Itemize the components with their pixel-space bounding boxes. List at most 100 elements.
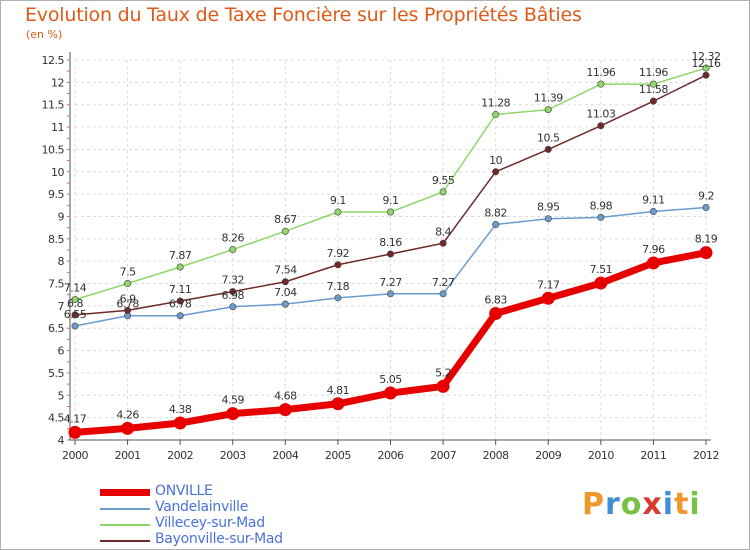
data-point — [281, 227, 289, 235]
data-label: 6.78 — [169, 298, 192, 311]
data-point — [702, 204, 710, 212]
y-tick-label: 7.5 — [48, 278, 64, 291]
y-tick-label: 5 — [58, 389, 65, 402]
chart-unit-label: (en %) — [26, 28, 63, 41]
data-point — [68, 425, 82, 439]
data-point — [702, 64, 710, 72]
data-point — [544, 145, 552, 153]
y-tick-label: 11.5 — [42, 99, 65, 112]
y-tick-label: 10.5 — [42, 143, 65, 156]
data-label: 4.59 — [222, 394, 245, 407]
data-point — [702, 71, 710, 79]
data-label: 4.17 — [64, 412, 87, 425]
data-label: 7.11 — [169, 283, 192, 296]
data-point — [176, 312, 184, 320]
x-tick-label: 2001 — [115, 449, 141, 462]
x-tick-label: 2010 — [588, 449, 614, 462]
y-tick-label: 8.5 — [48, 233, 64, 246]
data-point — [386, 290, 394, 298]
logo-letter: x — [642, 487, 663, 522]
data-point — [176, 297, 184, 305]
data-point — [71, 296, 79, 304]
data-label: 6.98 — [222, 289, 245, 302]
data-label: 8.4 — [435, 225, 451, 238]
data-point — [541, 291, 555, 305]
data-point — [229, 246, 237, 254]
data-point — [649, 97, 657, 105]
data-label: 7.54 — [274, 264, 297, 277]
legend-label-3: Bayonville-sur-Mad — [155, 531, 283, 547]
data-label: 7.18 — [327, 280, 350, 293]
data-label: 7.96 — [642, 243, 665, 256]
data-point — [334, 208, 342, 216]
legend-label-2: Villecey-sur-Mad — [155, 515, 265, 531]
x-tick-label: 2003 — [220, 449, 246, 462]
data-point — [544, 106, 552, 114]
legend-swatch-0 — [100, 489, 150, 496]
data-label: 7.92 — [327, 247, 350, 260]
x-tick-label: 2012 — [693, 449, 719, 462]
data-point — [121, 421, 135, 435]
chart-axes: 4 4.5 5 5.5 6 6.5 7 7.5 8 8.5 9 9.5 10 10.5 11 11.5 12 12… — [42, 52, 720, 462]
data-label: 7.5 — [120, 266, 136, 279]
y-tick-label: 12.5 — [42, 54, 65, 67]
legend-swatch-1 — [100, 508, 150, 510]
data-label: 4.26 — [116, 408, 139, 421]
data-label: 11.28 — [481, 97, 510, 110]
data-label: 7.51 — [590, 263, 613, 276]
data-point — [384, 386, 397, 400]
x-tick-label: 2000 — [62, 449, 88, 462]
x-tick-label: 2006 — [378, 449, 404, 462]
data-label: 8.98 — [590, 199, 613, 212]
data-label: 9.11 — [642, 194, 665, 207]
x-tick-label: 2004 — [272, 449, 298, 462]
data-label: 7.14 — [64, 282, 87, 295]
proxiti-logo: Proxiti — [582, 487, 701, 522]
data-label: 10 — [489, 154, 502, 167]
data-label: 6.55 — [64, 308, 87, 321]
data-point — [334, 294, 342, 302]
data-label: 8.82 — [484, 207, 507, 220]
data-label: 6.83 — [484, 293, 507, 306]
data-label: 7.04 — [274, 286, 297, 299]
data-point — [439, 239, 447, 247]
data-label: 7.32 — [222, 274, 245, 287]
y-tick-label: 11 — [51, 121, 64, 134]
data-label: 11.03 — [586, 108, 615, 121]
data-point — [492, 221, 500, 229]
data-label: 7.27 — [379, 276, 402, 289]
data-point — [649, 80, 657, 88]
data-point — [699, 246, 713, 260]
data-label: 9.2 — [698, 190, 714, 203]
data-point — [229, 303, 237, 311]
data-point — [594, 276, 608, 290]
data-point — [489, 306, 503, 320]
data-point — [597, 122, 605, 130]
y-tick-label: 4.5 — [48, 412, 64, 425]
x-tick-label: 2005 — [325, 449, 351, 462]
data-label: 8.26 — [222, 232, 245, 245]
data-point — [386, 250, 394, 258]
data-label: 9.1 — [330, 194, 346, 207]
data-point — [124, 306, 132, 314]
data-label: 4.81 — [327, 384, 350, 397]
data-label: 7.87 — [169, 249, 192, 262]
data-point — [436, 379, 450, 393]
chart-title: Evolution du Taux de Taxe Foncière sur l… — [25, 4, 582, 26]
data-point — [439, 188, 447, 196]
chart-data-labels: 6.55 6.78 6.78 6.98 7.04 7.18 7.27 7.27 8.82 8.95… — [64, 50, 722, 425]
data-point — [278, 403, 292, 417]
data-label: 8.16 — [379, 236, 402, 249]
data-point — [226, 407, 240, 421]
data-point — [331, 397, 345, 411]
data-point — [646, 256, 660, 270]
logo-letter: r — [605, 487, 621, 522]
logo-letter: i — [662, 487, 675, 522]
data-label: 12.32 — [692, 50, 721, 63]
data-point — [386, 208, 394, 216]
logo-letter: o — [620, 487, 643, 522]
data-point — [544, 215, 552, 223]
data-point — [439, 290, 447, 298]
data-point — [176, 263, 184, 271]
